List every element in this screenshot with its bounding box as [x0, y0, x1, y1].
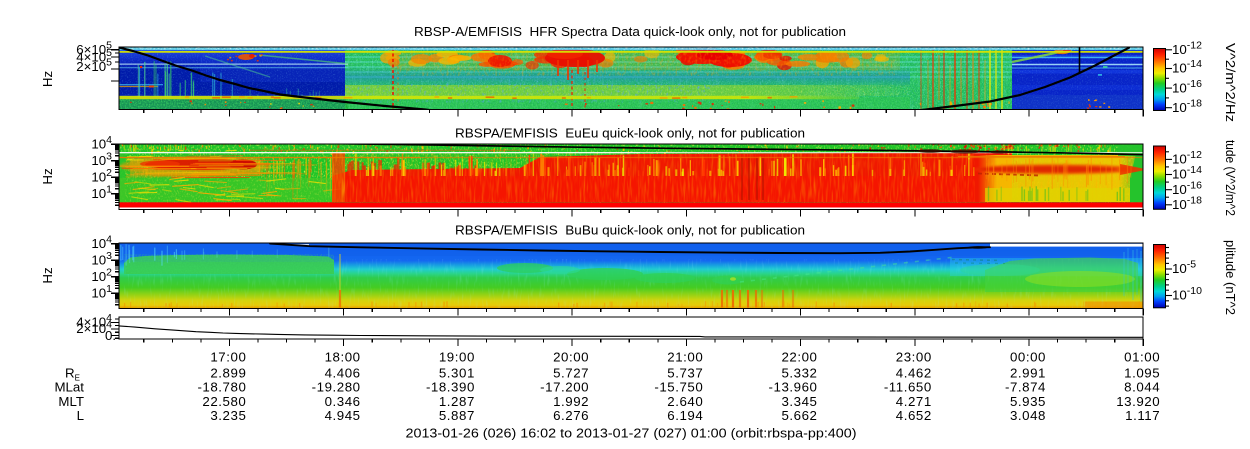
svg-text:plitude (nT^2: plitude (nT^2	[1223, 240, 1238, 315]
svg-text:tude (V^2/m^2: tude (V^2/m^2	[1223, 140, 1238, 216]
svg-text:RBSP-A/EMFISIS HFR Spectra Da: RBSP-A/EMFISIS HFR Spectra Data quick-lo…	[414, 24, 846, 39]
svg-text:MLT: MLT	[58, 394, 84, 409]
svg-text:5.935: 5.935	[1010, 394, 1046, 409]
svg-text:0.346: 0.346	[325, 394, 361, 409]
svg-text:6.194: 6.194	[667, 408, 703, 423]
svg-text:2.991: 2.991	[1010, 366, 1046, 381]
svg-text:3.345: 3.345	[781, 394, 817, 409]
svg-text:17:00: 17:00	[210, 350, 246, 365]
svg-text:5.662: 5.662	[781, 408, 817, 423]
svg-text:2.640: 2.640	[667, 394, 703, 409]
svg-text:-13.960: -13.960	[769, 380, 818, 395]
svg-text:4.652: 4.652	[896, 408, 932, 423]
svg-text:Hz: Hz	[40, 267, 55, 283]
svg-text:20:00: 20:00	[553, 350, 589, 365]
svg-text:MLat: MLat	[54, 380, 84, 395]
svg-text:-17.200: -17.200	[540, 380, 589, 395]
svg-text:-18.390: -18.390	[426, 380, 475, 395]
svg-text:2×104: 2×104	[76, 318, 112, 336]
svg-text:4.945: 4.945	[325, 408, 361, 423]
svg-text:6.276: 6.276	[553, 408, 589, 423]
svg-text:4.462: 4.462	[896, 366, 932, 381]
svg-text:2×105: 2×105	[76, 57, 112, 75]
svg-text:-19.280: -19.280	[312, 380, 361, 395]
svg-text:V^2/m^2/Hz: V^2/m^2/Hz	[1223, 43, 1238, 122]
svg-text:1.992: 1.992	[553, 394, 589, 409]
svg-text:3.235: 3.235	[210, 408, 246, 423]
svg-text:RBSPA/EMFISIS EuEu quick-look: RBSPA/EMFISIS EuEu quick-look only, not …	[455, 126, 805, 141]
svg-text:8.044: 8.044	[1124, 380, 1160, 395]
svg-text:1.117: 1.117	[1125, 408, 1160, 423]
svg-text:L: L	[77, 408, 84, 423]
svg-text:2.899: 2.899	[210, 366, 246, 381]
svg-text:4×104: 4×104	[76, 312, 112, 330]
svg-text:18:00: 18:00	[325, 350, 361, 365]
svg-text:1.095: 1.095	[1124, 366, 1160, 381]
svg-text:0.: 0.	[105, 328, 116, 343]
svg-text:Hz: Hz	[40, 168, 55, 184]
svg-text:01:00: 01:00	[1124, 350, 1160, 365]
svg-text:5.737: 5.737	[667, 366, 703, 381]
svg-text:21:00: 21:00	[667, 350, 703, 365]
svg-text:5.301: 5.301	[439, 366, 475, 381]
svg-text:1.287: 1.287	[439, 394, 475, 409]
svg-text:22:00: 22:00	[781, 350, 817, 365]
svg-text:5.332: 5.332	[781, 366, 817, 381]
svg-text:Hz: Hz	[40, 71, 55, 87]
svg-text:-15.750: -15.750	[654, 380, 703, 395]
svg-text:5.887: 5.887	[439, 408, 475, 423]
svg-text:3.048: 3.048	[1010, 408, 1046, 423]
svg-text:13.920: 13.920	[1116, 394, 1160, 409]
svg-text:00:00: 00:00	[1010, 350, 1046, 365]
svg-text:4.406: 4.406	[325, 366, 361, 381]
svg-text:19:00: 19:00	[439, 350, 475, 365]
svg-text:4×105: 4×105	[76, 47, 112, 65]
svg-text:RBSPA/EMFISIS BuBu quick-look: RBSPA/EMFISIS BuBu quick-look only, not …	[455, 223, 805, 238]
svg-text:5.727: 5.727	[553, 366, 589, 381]
svg-text:-11.650: -11.650	[884, 380, 932, 395]
svg-text:2013-01-26 (026) 16:02 to 2013: 2013-01-26 (026) 16:02 to 2013-01-27 (02…	[406, 426, 857, 441]
svg-text:23:00: 23:00	[896, 350, 932, 365]
svg-text:6×105: 6×105	[76, 40, 112, 58]
svg-text:-18.780: -18.780	[197, 380, 246, 395]
svg-text:4.271: 4.271	[896, 394, 932, 409]
svg-text:-7.874: -7.874	[1005, 380, 1046, 395]
svg-text:22.580: 22.580	[202, 394, 246, 409]
